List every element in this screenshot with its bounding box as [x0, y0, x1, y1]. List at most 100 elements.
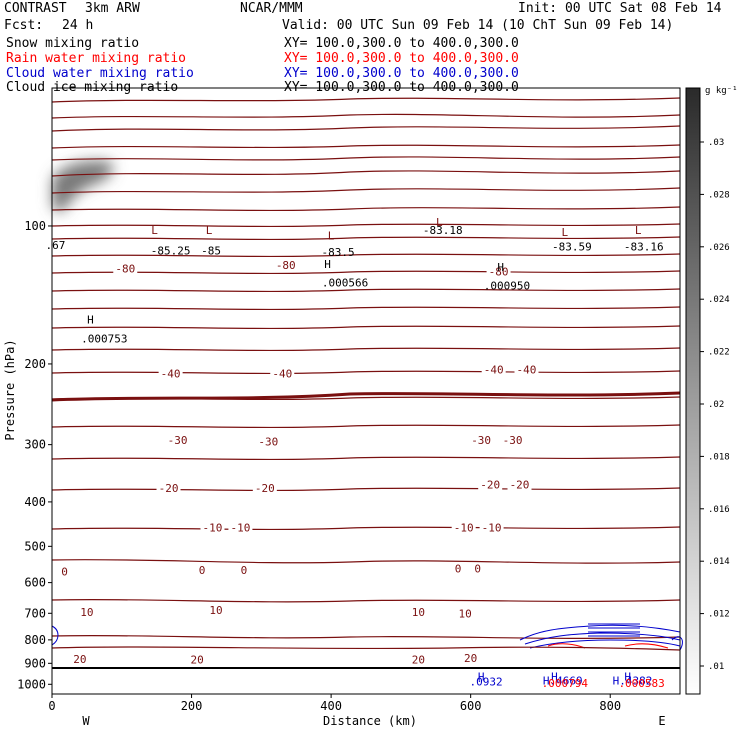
extremum-label: -83.16: [624, 241, 664, 254]
extremum-label: -85: [201, 244, 221, 257]
extremum-label: .000753: [81, 332, 127, 345]
field-name-rain: Rain water mixing ratio: [6, 51, 187, 66]
temperature-contour-label: -20: [255, 482, 275, 495]
temperature-contour-label: -80: [115, 262, 135, 275]
field-xy-rain: XY= 100.0,300.0 to 400.0,300.0: [284, 51, 519, 66]
label-mask: [469, 433, 494, 446]
colorbar-tick-label: .02: [708, 400, 724, 410]
label-mask: [453, 607, 478, 620]
extremum-label: .000566: [322, 277, 368, 290]
extremum-label: L: [206, 224, 213, 237]
label-mask: [52, 565, 77, 578]
extremum-label: H.4382: [613, 674, 653, 687]
x-tick-label: 400: [320, 699, 342, 713]
y-tick-label: 500: [24, 539, 46, 553]
label-mask: [481, 363, 506, 376]
extremum-label: H.4669: [543, 674, 583, 687]
y-tick-label: 100: [24, 219, 46, 233]
y-tick-label: 200: [24, 357, 46, 371]
label-mask: [256, 435, 281, 448]
extremum-label: L: [562, 226, 569, 239]
label-mask: [231, 564, 256, 577]
label-mask: [252, 482, 277, 495]
extremum-label: H: [87, 314, 94, 327]
temperature-contour-label: -30: [471, 434, 491, 447]
temperature-contours: [51, 97, 681, 640]
temperature-contour-label: -10: [203, 522, 223, 535]
label-mask: [190, 564, 215, 577]
colorbar-tick-label: .026: [708, 243, 730, 253]
label-mask: [200, 521, 225, 534]
colorbar-unit: g kg⁻¹: [705, 86, 738, 96]
extremum-label: H: [324, 258, 331, 271]
field-name-cloud-water: Cloud water mixing ratio: [6, 66, 194, 81]
extremum-label: .000950: [484, 280, 530, 293]
valid-time: Valid: 00 UTC Sun 09 Feb 14 (10 ChT Sun …: [282, 18, 674, 33]
x-tick-label: 200: [181, 699, 203, 713]
colorbar-tick-label: .012: [708, 610, 730, 620]
temperature-contour-label: 20: [191, 654, 204, 667]
label-mask: [500, 433, 525, 446]
snow-shading: [52, 160, 114, 212]
label-mask: [406, 653, 431, 666]
extremum-label: -83.59: [552, 241, 592, 254]
colorbar-tick-label: .03: [708, 138, 724, 148]
temperature-contour-label: -40: [272, 368, 292, 381]
temperature-contour-label: 0: [199, 564, 206, 577]
x-tick-label: 600: [460, 699, 482, 713]
label-mask: [165, 433, 190, 446]
temperature-contour-label: -20: [159, 482, 179, 495]
y-tick-label: 900: [24, 656, 46, 670]
temperature-contour-label: 20: [412, 654, 425, 667]
y-tick-label: 700: [24, 606, 46, 620]
extremum-label: H: [624, 671, 631, 684]
temperature-contour-label: 10: [412, 606, 425, 619]
colorbar-tick-label: .022: [708, 348, 730, 358]
temperature-contour-label: -40: [517, 364, 537, 377]
temperature-contour-label: -20: [510, 478, 530, 491]
freezing-level-contour: [51, 391, 681, 402]
temperature-labels: -80 -80 -80-40 -40 -40 -40-30 -30 -30 -30-20 -20-…: [52, 259, 539, 667]
label-mask: [465, 562, 490, 575]
case-name: CONTRAST: [4, 1, 67, 16]
endpoint-left-label: W: [82, 714, 90, 728]
extremum-label: H: [551, 671, 558, 684]
colorbar-tick-label: .014: [708, 557, 730, 567]
init-time: Init: 00 UTC Sat 08 Feb 14: [518, 1, 722, 16]
temperature-contour-label: -10: [230, 522, 250, 535]
colorbar-tick-label: .018: [708, 452, 730, 462]
x-tick-label: 0: [48, 699, 55, 713]
temperature-contour-label: 10: [458, 608, 471, 621]
y-axis-title: Pressure (hPa): [3, 339, 17, 440]
endpoint-right-label: E: [658, 714, 665, 728]
temperature-contour-label: 10: [209, 604, 222, 617]
label-mask: [203, 603, 228, 616]
extremum-label: .0932: [469, 675, 502, 688]
label-mask: [228, 521, 253, 534]
label-mask: [479, 521, 504, 534]
temperature-contour-label: -40: [161, 368, 181, 381]
temperature-contour-label: -30: [503, 434, 523, 447]
field-name-snow: Snow mixing ratio: [6, 36, 140, 51]
colorbar-tick-label: .01: [708, 662, 724, 672]
extremum-label: -83.5: [322, 246, 355, 259]
field-xy-cloud-water: XY= 100.0,300.0 to 400.0,300.0: [284, 66, 519, 81]
colorbar-tick-label: .016: [708, 505, 730, 515]
temperature-contour-label: 10: [80, 606, 93, 619]
extrema-labels: .67L-85.25L-85L-83.5L-83.18H.000950H.000…: [46, 216, 665, 690]
label-mask: [507, 478, 532, 491]
label-mask: [458, 652, 483, 665]
x-tick-label: 800: [599, 699, 621, 713]
temperature-contour-label: -10: [482, 522, 502, 535]
label-mask: [113, 262, 138, 275]
extremum-label: L: [328, 230, 335, 243]
x-axis: 0 200 400 600 800: [48, 694, 621, 713]
surface-line: [51, 646, 681, 651]
colorbar-tick-label: .028: [708, 190, 730, 200]
temperature-contour-label: -80: [489, 266, 509, 279]
temperature-contour-label: -30: [168, 434, 188, 447]
temperature-contour-label: -10: [454, 522, 474, 535]
extremum-label: -83.18: [423, 224, 463, 237]
temperature-contour-label: 0: [241, 564, 248, 577]
organization: NCAR/MMM: [240, 1, 303, 16]
